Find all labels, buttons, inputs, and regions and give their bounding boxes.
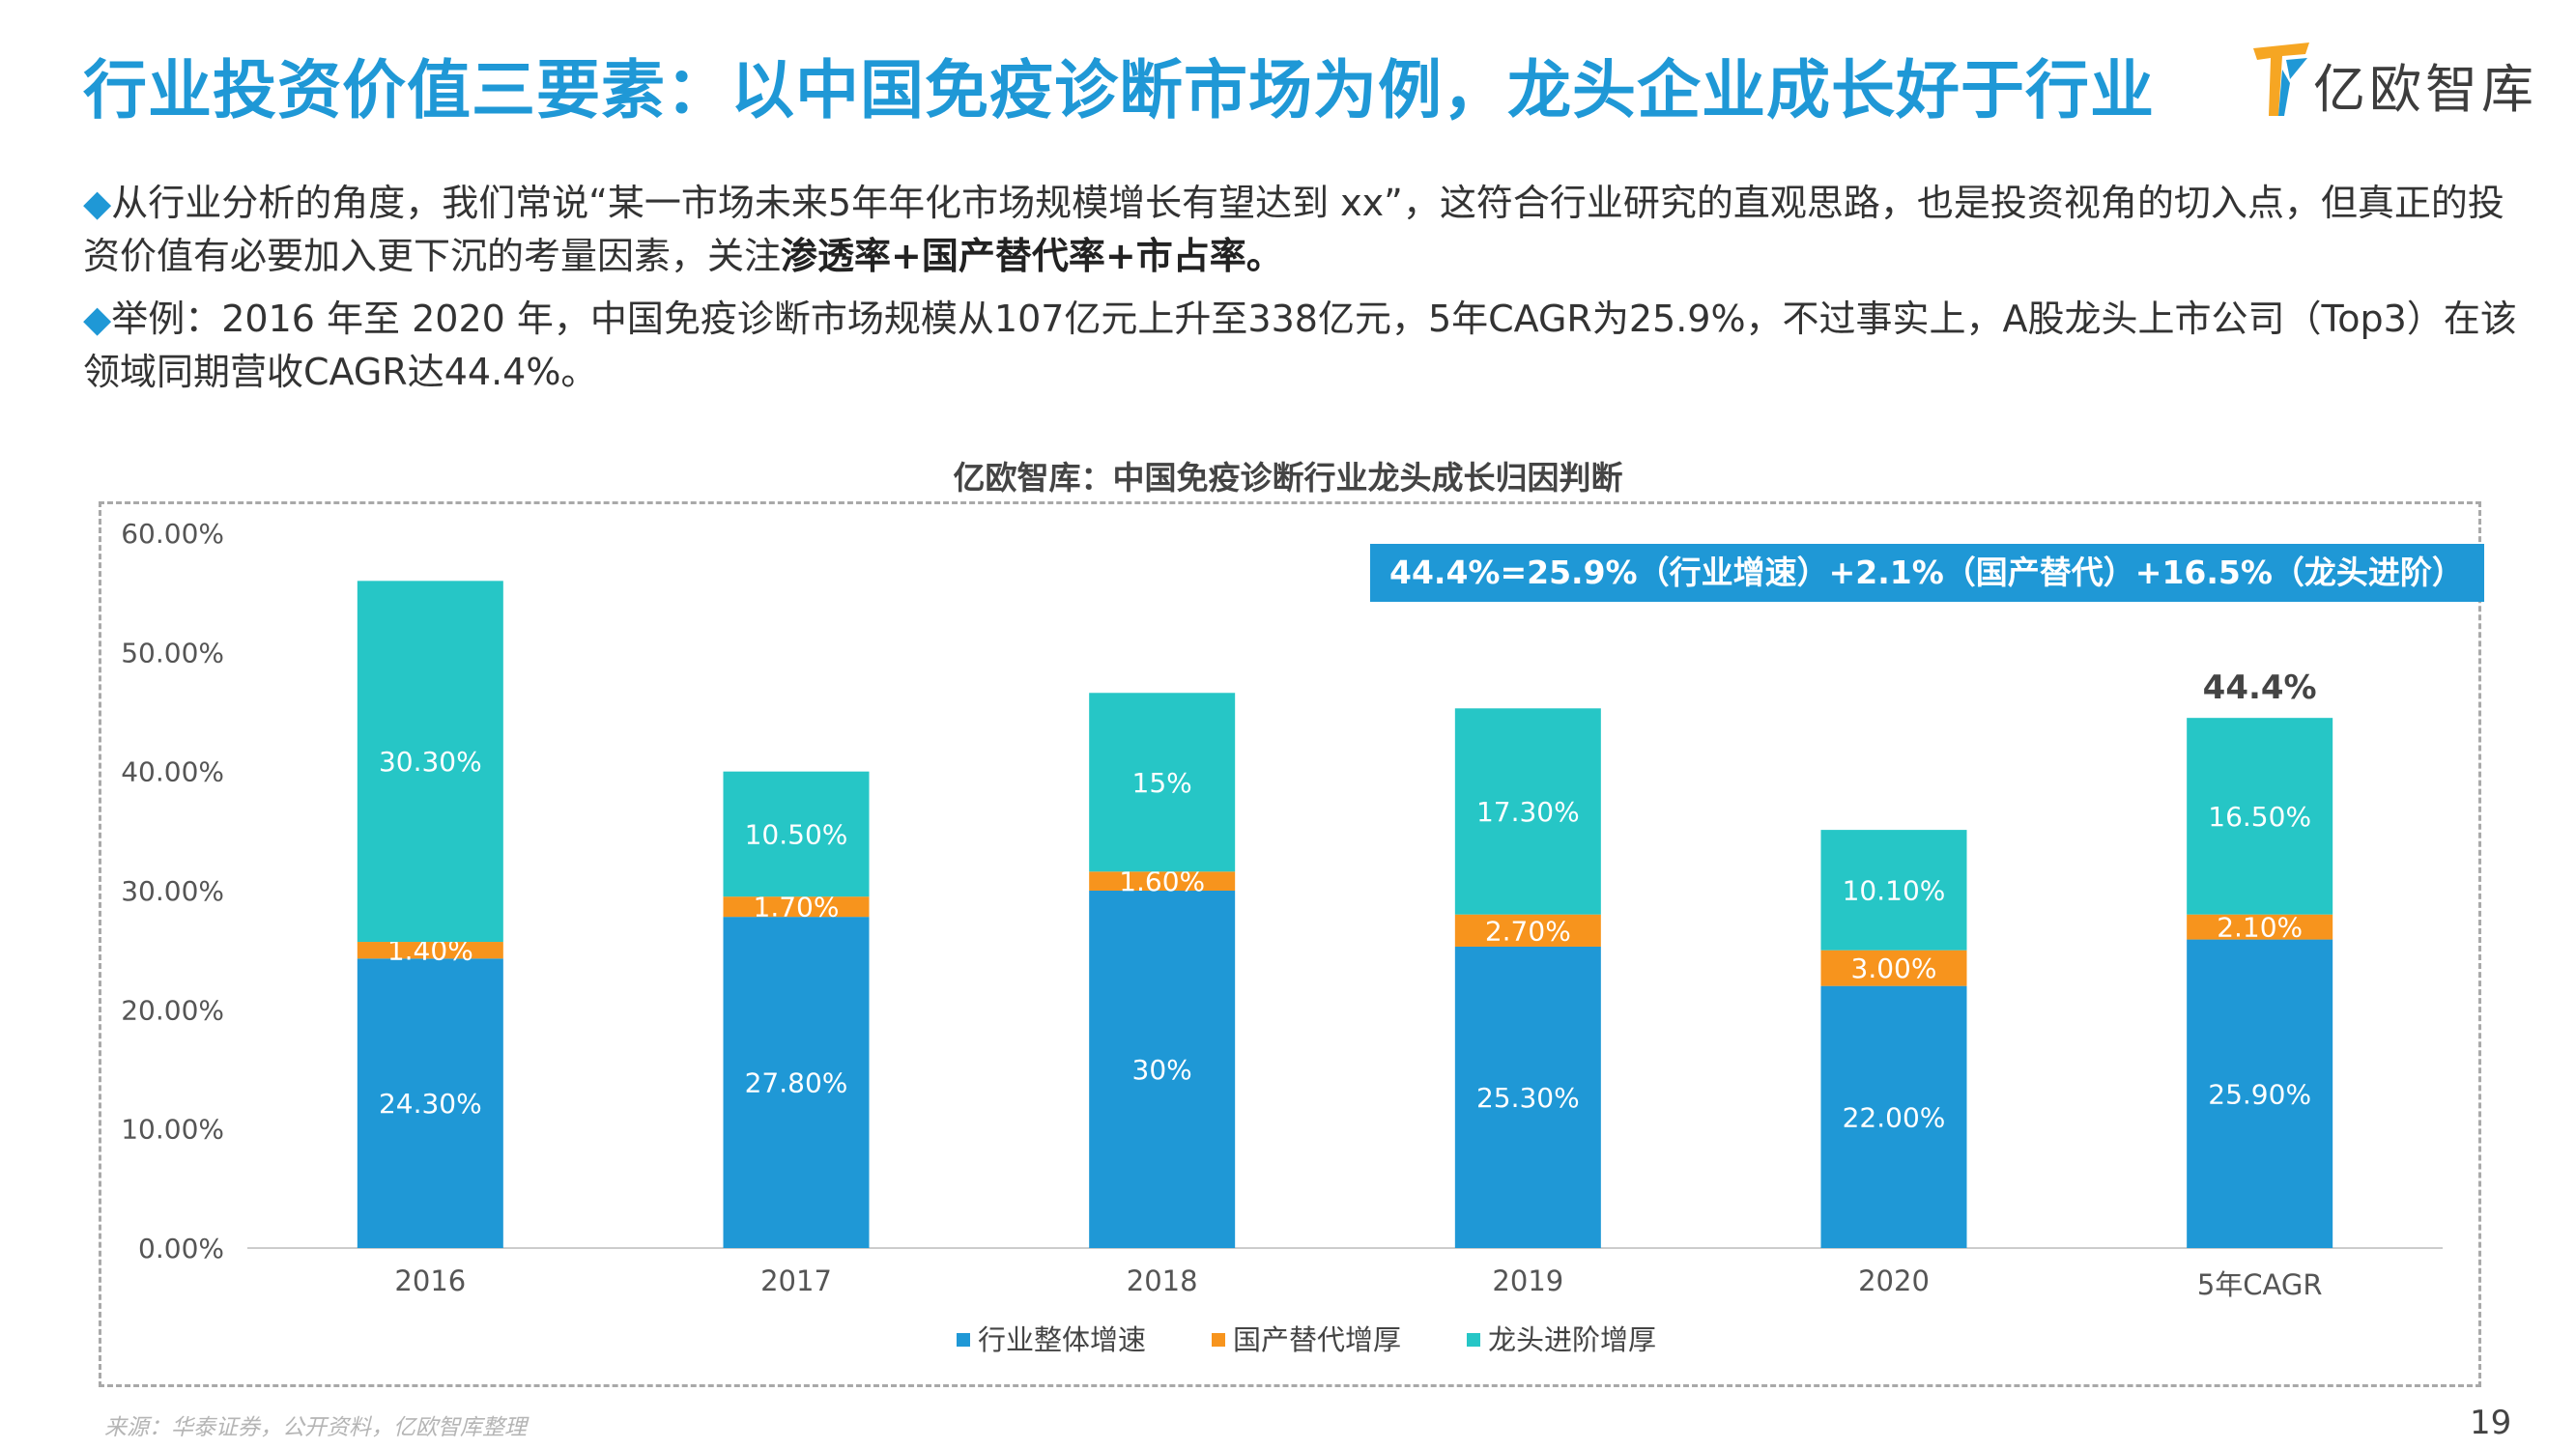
bar-segment [1820, 985, 1967, 1248]
y-tick-label: 60.00% [121, 518, 224, 550]
data-label: 30.30% [379, 746, 482, 778]
bar-segment [1820, 830, 1967, 951]
legend-label: 行业整体增速 [978, 1323, 1146, 1356]
bullet-text: 举例：2016 年至 2020 年，中国免疫诊断市场规模从107亿元上升至338… [83, 298, 2517, 393]
y-tick-label: 30.00% [121, 875, 224, 907]
data-label: 25.90% [2208, 1078, 2311, 1110]
bar-segment [723, 917, 870, 1248]
y-tick-label: 20.00% [121, 994, 224, 1026]
legend-label: 国产替代增厚 [1233, 1323, 1401, 1356]
total-label: 44.4% [2203, 668, 2317, 707]
bar-segment [357, 581, 503, 943]
bar-segment [1454, 914, 1601, 947]
data-label: 10.50% [745, 818, 848, 850]
diamond-bullet-icon: ◆ [83, 298, 112, 340]
bar-segment [1820, 950, 1967, 986]
bar-segment [1454, 946, 1601, 1248]
page-number: 19 [2470, 1404, 2512, 1442]
x-tick-label: 2018 [1127, 1264, 1198, 1297]
bar-segment [1089, 693, 1236, 872]
bullet-point-1: ◆从行业分析的角度，我们常说“某一市场未来5年年化市场规模增长有望达到 xx”，… [83, 177, 2518, 283]
legend-swatch [957, 1333, 970, 1347]
chart-title: 亿欧智库：中国免疫诊断行业龙头成长归因判断 [953, 459, 1623, 497]
page-title: 行业投资价值三要素：以中国免疫诊断市场为例，龙头企业成长好于行业 [83, 53, 2155, 128]
bar-segment [357, 958, 503, 1248]
bar-segment [723, 771, 870, 897]
x-tick-label: 5年CAGR [2197, 1268, 2323, 1301]
bar-segment [2187, 718, 2333, 915]
legend-swatch [1212, 1333, 1225, 1347]
y-tick-label: 50.00% [121, 637, 224, 668]
bar-segment [1089, 891, 1236, 1248]
data-label: 2.70% [1485, 915, 1571, 947]
x-tick-label: 2017 [760, 1264, 832, 1297]
data-label: 15% [1132, 767, 1192, 799]
y-tick-label: 10.00% [121, 1114, 224, 1146]
data-label: 10.10% [1843, 874, 1946, 906]
bar-segment [2187, 939, 2333, 1248]
data-label: 22.00% [1843, 1101, 1946, 1133]
x-tick-label: 2019 [1492, 1264, 1563, 1297]
diamond-bullet-icon: ◆ [83, 182, 112, 224]
bullet-text: 从行业分析的角度，我们常说“某一市场未来5年年化市场规模增长有望达到 xx”，这… [83, 182, 2504, 277]
data-label: 24.30% [379, 1088, 482, 1120]
bullet-point-2: ◆举例：2016 年至 2020 年，中国免疫诊断市场规模从107亿元上升至33… [83, 293, 2518, 399]
bullet-emphasis: 渗透率+国产替代率+市占率。 [781, 235, 1283, 277]
formula-banner: 44.4%=25.9%（行业增速）+2.1%（国产替代）+16.5%（龙头进阶） [1370, 544, 2484, 602]
source-note: 来源：华泰证券，公开资料，亿欧智库整理 [104, 1415, 527, 1440]
bar-segment [1089, 871, 1236, 891]
data-label: 27.80% [745, 1067, 848, 1099]
chart-frame [99, 501, 2481, 1387]
bar-segment [2187, 914, 2333, 940]
data-label: 16.50% [2208, 801, 2311, 833]
legend-label: 龙头进阶增厚 [1488, 1323, 1656, 1356]
data-label: 2.10% [2217, 912, 2303, 944]
yiou-logo-icon [2253, 43, 2309, 116]
data-label: 3.00% [1851, 952, 1937, 984]
data-label: 17.30% [1476, 796, 1580, 828]
data-label: 30% [1132, 1054, 1192, 1086]
brand-logo: 亿欧智库 [2251, 35, 2541, 122]
bar-segment [723, 896, 870, 918]
bar-segment [1454, 708, 1601, 915]
data-label: 25.30% [1476, 1082, 1580, 1114]
x-tick-label: 2020 [1858, 1264, 1930, 1297]
logo-text: 亿欧智库 [2313, 59, 2537, 120]
legend-swatch [1467, 1333, 1480, 1347]
x-tick-label: 2016 [394, 1264, 466, 1297]
y-tick-label: 40.00% [121, 756, 224, 788]
y-tick-label: 0.00% [138, 1233, 224, 1264]
bar-segment [357, 942, 503, 959]
